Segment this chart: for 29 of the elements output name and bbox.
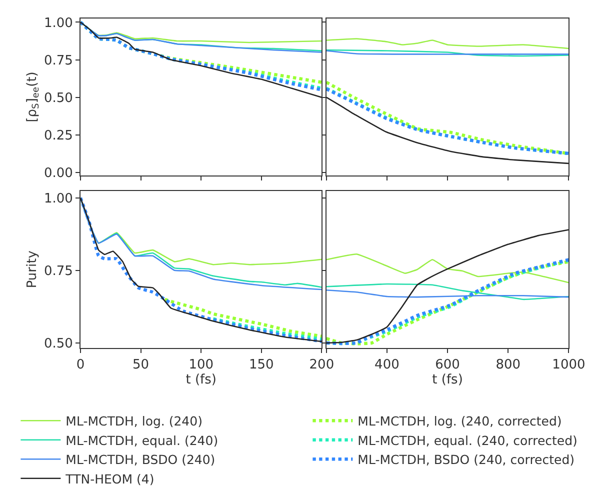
y-tick-label: 1.00	[44, 191, 73, 206]
y-tick-label: 0.00	[44, 166, 73, 181]
y-tick-label: 0.50	[44, 90, 73, 106]
x-tick-label: 0	[76, 357, 85, 372]
legend-label: ML-MCTDH, BSDO (240, corrected)	[358, 452, 575, 467]
line-series	[212, 317, 322, 341]
x-axis-title: t (fs)	[186, 372, 216, 388]
line-series	[163, 298, 322, 338]
y-axis-title: Purity	[24, 250, 40, 288]
x-tick-label: 800	[496, 357, 521, 372]
x-tick-label: 100	[188, 357, 214, 372]
x-tick-label: 200	[309, 357, 334, 372]
y-tick-label: 0.75	[44, 53, 73, 68]
x-tick-label: 150	[248, 357, 274, 372]
y-tick-label: 1.00	[44, 16, 73, 31]
x-tick-label: 400	[374, 357, 400, 372]
x-tick-label: 600	[435, 357, 460, 372]
y-tick-label: 0.50	[44, 336, 73, 352]
legend-label: ML-MCTDH, equal. (240)	[66, 432, 218, 448]
y-tick-label: 0.75	[44, 264, 73, 279]
x-axis-title: t (fs)	[432, 372, 463, 388]
legend-label: ML-MCTDH, log. (240)	[66, 414, 202, 428]
legend-label: ML-MCTDH, log. (240, corrected)	[358, 414, 562, 428]
y-tick-label: 0.25	[44, 128, 73, 144]
x-tick-label: 50	[132, 357, 150, 372]
x-tick-label: 1000	[552, 357, 586, 372]
legend-label: ML-MCTDH, BSDO (240)	[66, 452, 216, 467]
legend-label: ML-MCTDH, equal. (240, corrected)	[358, 432, 578, 448]
legend-label: TTN-HEOM (4)	[64, 471, 154, 486]
